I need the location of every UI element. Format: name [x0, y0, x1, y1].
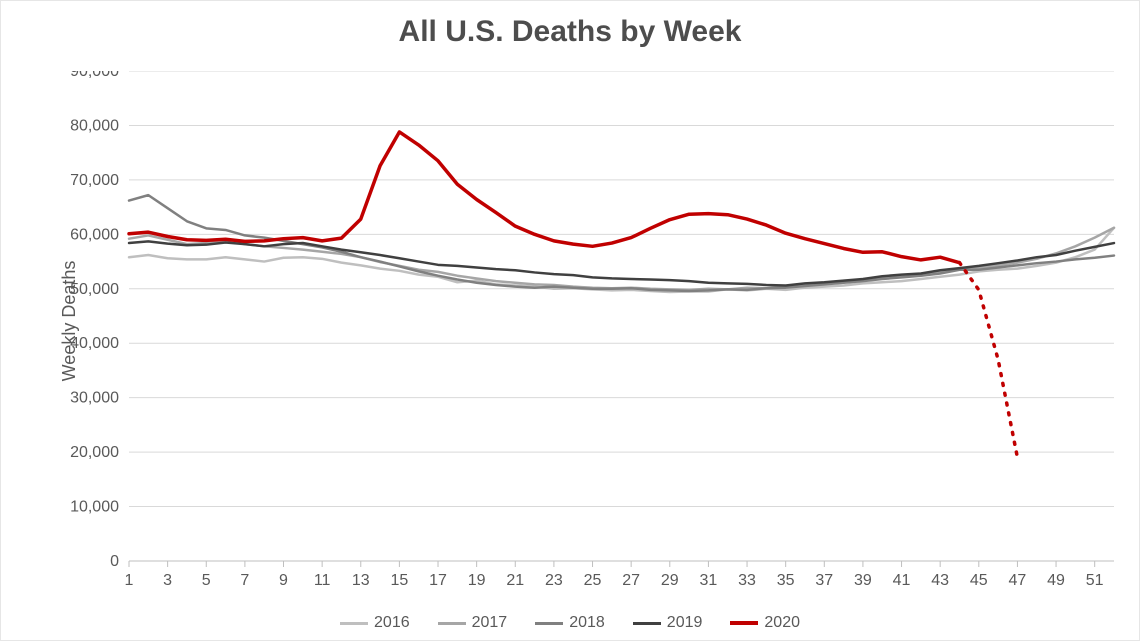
svg-text:40,000: 40,000 [70, 335, 119, 352]
svg-text:17: 17 [429, 572, 447, 589]
svg-text:21: 21 [506, 572, 524, 589]
legend-item-2017: 2017 [438, 614, 508, 632]
svg-text:13: 13 [352, 572, 370, 589]
svg-text:49: 49 [1047, 572, 1065, 589]
legend-swatch [535, 622, 563, 625]
legend-label: 2017 [472, 614, 508, 632]
svg-text:29: 29 [661, 572, 679, 589]
chart-container: All U.S. Deaths by Week Weekly Deaths 01… [0, 0, 1140, 641]
svg-text:23: 23 [545, 572, 563, 589]
legend-item-2018: 2018 [535, 614, 605, 632]
svg-text:11: 11 [314, 572, 331, 589]
svg-text:5: 5 [202, 572, 211, 589]
svg-text:90,000: 90,000 [70, 71, 119, 80]
legend-swatch [438, 622, 466, 625]
chart-title: All U.S. Deaths by Week [1, 15, 1139, 49]
chart-legend: 2016 2017 2018 2019 2020 [1, 614, 1139, 632]
svg-text:45: 45 [970, 572, 988, 589]
legend-swatch [340, 622, 368, 625]
svg-text:19: 19 [468, 572, 486, 589]
svg-text:1: 1 [125, 572, 134, 589]
svg-text:43: 43 [931, 572, 949, 589]
svg-text:15: 15 [390, 572, 408, 589]
svg-text:27: 27 [622, 572, 640, 589]
svg-text:37: 37 [815, 572, 833, 589]
svg-text:0: 0 [110, 553, 119, 570]
svg-text:51: 51 [1086, 572, 1104, 589]
svg-text:30,000: 30,000 [70, 390, 119, 407]
svg-text:41: 41 [893, 572, 911, 589]
svg-text:31: 31 [700, 572, 718, 589]
legend-label: 2020 [764, 614, 800, 632]
svg-text:60,000: 60,000 [70, 226, 119, 243]
svg-text:39: 39 [854, 572, 872, 589]
legend-item-2020: 2020 [730, 614, 800, 632]
svg-text:47: 47 [1009, 572, 1027, 589]
svg-text:80,000: 80,000 [70, 117, 119, 134]
legend-label: 2018 [569, 614, 605, 632]
legend-label: 2019 [667, 614, 703, 632]
svg-text:33: 33 [738, 572, 756, 589]
svg-text:25: 25 [584, 572, 602, 589]
legend-item-2019: 2019 [633, 614, 703, 632]
svg-text:7: 7 [240, 572, 249, 589]
svg-text:10,000: 10,000 [70, 499, 119, 516]
svg-text:20,000: 20,000 [70, 444, 119, 461]
legend-label: 2016 [374, 614, 410, 632]
svg-text:9: 9 [279, 572, 288, 589]
svg-text:35: 35 [777, 572, 795, 589]
svg-text:3: 3 [163, 572, 172, 589]
legend-item-2016: 2016 [340, 614, 410, 632]
svg-text:50,000: 50,000 [70, 281, 119, 298]
chart-plot-area: 0 10,000 20,000 30,000 40,000 50,000 60,000 70,… [41, 71, 1134, 611]
legend-swatch [730, 621, 758, 625]
legend-swatch [633, 622, 661, 625]
svg-text:70,000: 70,000 [70, 172, 119, 189]
